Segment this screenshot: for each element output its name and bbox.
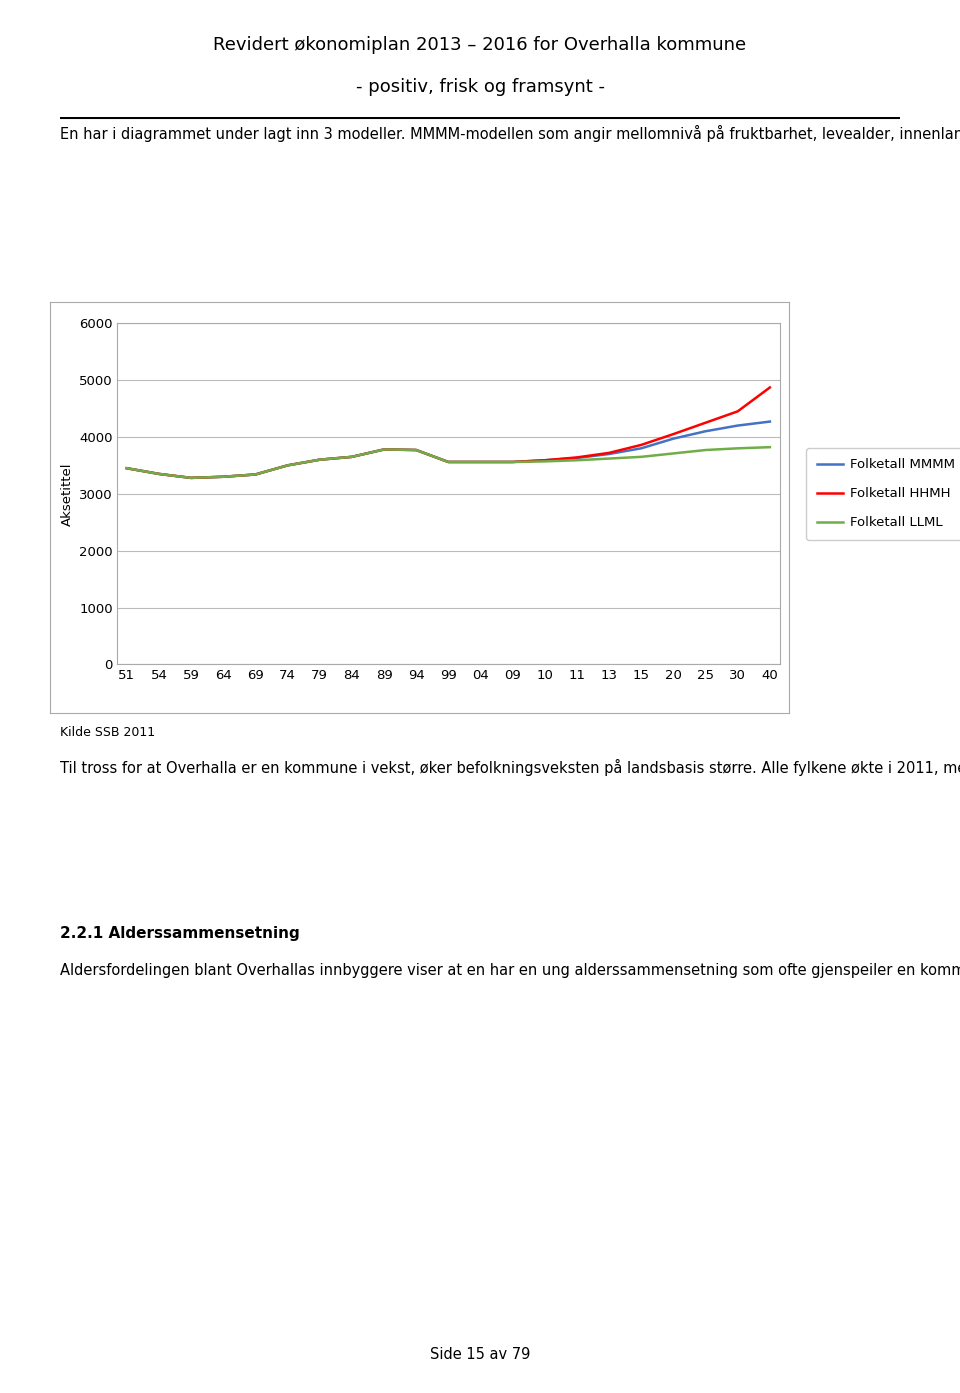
Folketall LLML	[411, 442, 422, 458]
Text: En har i diagrammet under lagt inn 3 modeller. MMMM-modellen som angir mellomniv: En har i diagrammet under lagt inn 3 mod…	[60, 125, 960, 142]
Folketall MMMM	[314, 451, 325, 468]
Folketall MMMM	[411, 442, 422, 458]
Folketall HHMH	[378, 442, 390, 458]
Folketall MMMM	[764, 414, 776, 430]
Folketall LLML	[636, 449, 647, 465]
Folketall MMMM	[218, 468, 229, 485]
Folketall HHMH	[282, 457, 294, 474]
Text: Revidert økonomiplan 2013 – 2016 for Overhalla kommune: Revidert økonomiplan 2013 – 2016 for Ove…	[213, 36, 747, 54]
Folketall MMMM	[507, 454, 518, 471]
Folketall LLML	[539, 453, 550, 469]
Text: - positiv, frisk og framsynt -: - positiv, frisk og framsynt -	[355, 78, 605, 96]
Text: 2.2.1 Alderssammensetning: 2.2.1 Alderssammensetning	[60, 926, 300, 942]
Folketall LLML	[121, 460, 132, 476]
Folketall MMMM	[474, 454, 486, 471]
Folketall LLML	[507, 454, 518, 471]
Folketall HHMH	[667, 426, 679, 443]
Folketall LLML	[732, 440, 743, 457]
Folketall HHMH	[154, 465, 165, 482]
Folketall LLML	[250, 467, 261, 483]
Folketall LLML	[282, 457, 294, 474]
Text: Aldersfordelingen blant Overhallas innbyggere viser at en har en ung alderssamme: Aldersfordelingen blant Overhallas innby…	[60, 963, 960, 978]
Folketall LLML	[347, 449, 358, 465]
Folketall LLML	[764, 439, 776, 456]
Folketall MMMM	[154, 465, 165, 482]
Folketall LLML	[378, 442, 390, 458]
Folketall MMMM	[443, 454, 454, 471]
Y-axis label: Aksetittel: Aksetittel	[60, 462, 74, 525]
Line: Folketall LLML: Folketall LLML	[127, 447, 770, 478]
Folketall MMMM	[603, 446, 614, 462]
Folketall HHMH	[764, 379, 776, 396]
Folketall MMMM	[700, 423, 711, 440]
Folketall HHMH	[539, 451, 550, 468]
Folketall MMMM	[667, 430, 679, 447]
Folketall HHMH	[347, 449, 358, 465]
Folketall HHMH	[474, 454, 486, 471]
Line: Folketall HHMH: Folketall HHMH	[127, 387, 770, 478]
Folketall HHMH	[411, 442, 422, 458]
Folketall LLML	[218, 468, 229, 485]
Folketall MMMM	[636, 440, 647, 457]
Folketall HHMH	[507, 454, 518, 471]
Folketall HHMH	[250, 467, 261, 483]
Folketall HHMH	[571, 449, 583, 465]
Folketall HHMH	[185, 469, 197, 486]
Folketall HHMH	[732, 403, 743, 419]
Folketall LLML	[314, 451, 325, 468]
Folketall MMMM	[378, 442, 390, 458]
Folketall HHMH	[121, 460, 132, 476]
Folketall LLML	[603, 450, 614, 467]
Line: Folketall MMMM: Folketall MMMM	[127, 422, 770, 478]
Folketall MMMM	[539, 451, 550, 468]
Folketall LLML	[571, 451, 583, 468]
Folketall MMMM	[185, 469, 197, 486]
Folketall LLML	[154, 465, 165, 482]
Folketall MMMM	[282, 457, 294, 474]
Folketall HHMH	[700, 414, 711, 430]
Folketall HHMH	[603, 444, 614, 461]
Folketall LLML	[667, 446, 679, 462]
Folketall LLML	[700, 442, 711, 458]
Legend: Folketall MMMM, Folketall HHMH, Folketall LLML: Folketall MMMM, Folketall HHMH, Folketal…	[806, 449, 960, 539]
Folketall HHMH	[636, 436, 647, 453]
Folketall HHMH	[314, 451, 325, 468]
Folketall MMMM	[250, 467, 261, 483]
Folketall MMMM	[347, 449, 358, 465]
Text: Side 15 av 79: Side 15 av 79	[430, 1347, 530, 1362]
Text: Til tross for at Overhalla er en kommune i vekst, øker befolkningsveksten på lan: Til tross for at Overhalla er en kommune…	[60, 759, 960, 776]
Folketall LLML	[474, 454, 486, 471]
Folketall HHMH	[443, 454, 454, 471]
Folketall MMMM	[732, 418, 743, 435]
Folketall MMMM	[121, 460, 132, 476]
Folketall HHMH	[218, 468, 229, 485]
Folketall LLML	[185, 469, 197, 486]
Text: Kilde SSB 2011: Kilde SSB 2011	[60, 726, 155, 740]
Folketall LLML	[443, 454, 454, 471]
Folketall MMMM	[571, 450, 583, 467]
